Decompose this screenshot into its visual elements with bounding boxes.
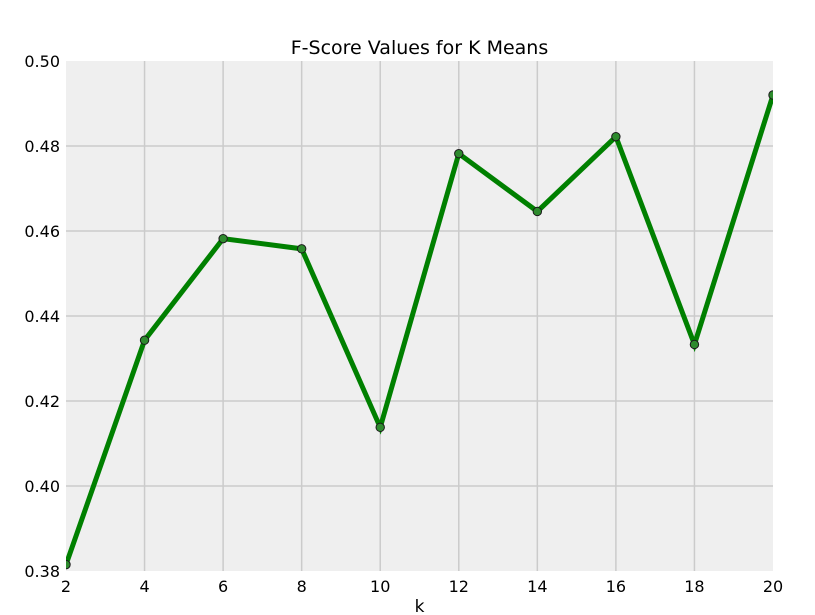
data-point xyxy=(375,422,385,433)
x-tick-label: 18 xyxy=(684,577,704,596)
y-tick-label: 0.44 xyxy=(24,307,60,326)
x-tick-label: 14 xyxy=(527,577,547,596)
x-tick-label: 6 xyxy=(218,577,228,596)
data-point xyxy=(768,90,773,100)
data-point xyxy=(454,148,464,159)
data-point xyxy=(218,233,228,244)
x-tick-label: 16 xyxy=(606,577,626,596)
x-tick-label: 12 xyxy=(449,577,469,596)
x-axis-label: k xyxy=(415,597,425,615)
data-point xyxy=(532,206,543,217)
y-tick-label: 0.42 xyxy=(24,392,60,411)
series-line xyxy=(66,94,773,566)
data-point xyxy=(689,339,700,350)
y-tick-label: 0.50 xyxy=(24,52,60,71)
y-tick-label: 0.46 xyxy=(24,222,60,241)
data-point xyxy=(296,244,307,254)
data-point xyxy=(66,559,71,570)
x-tick-label: 2 xyxy=(61,577,71,596)
x-tick-label: 8 xyxy=(297,577,307,596)
grid-lines xyxy=(66,61,773,571)
y-tick-label: 0.38 xyxy=(24,562,60,581)
y-tick-label: 0.48 xyxy=(24,137,60,156)
data-point xyxy=(139,335,150,345)
y-tick-label: 0.40 xyxy=(24,477,60,496)
chart-title: F-Score Values for K Means xyxy=(291,37,548,59)
series-layer xyxy=(66,90,773,570)
x-tick-label: 10 xyxy=(370,577,390,596)
data-point xyxy=(611,131,621,142)
x-tick-label: 20 xyxy=(763,577,783,596)
x-tick-label: 4 xyxy=(139,577,149,596)
x-axis-ticks: 2 4 6 8 10 12 14 16 18 20 xyxy=(61,577,783,596)
y-axis-ticks: 0.38 0.40 0.42 0.44 0.46 0.48 0.50 xyxy=(24,52,60,581)
